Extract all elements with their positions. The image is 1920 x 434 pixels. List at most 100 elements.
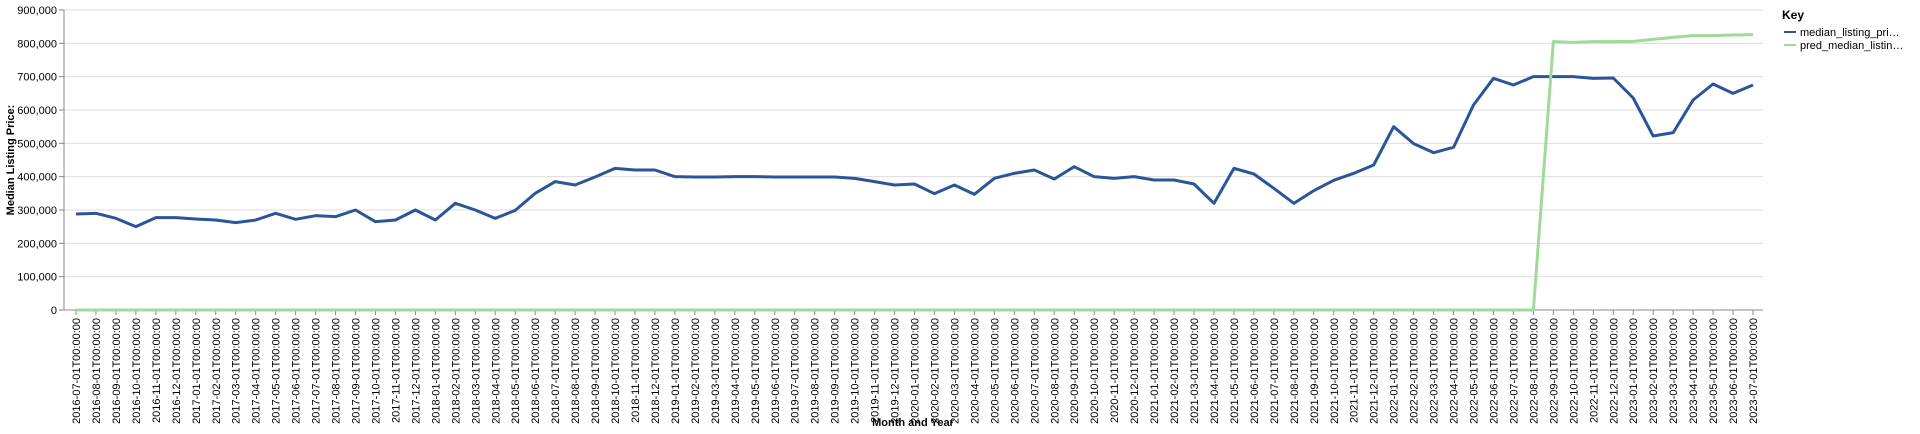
x-tick-label: 2020-05-01T00:00:00 [989, 318, 1001, 424]
y-tick-label: 200,000 [17, 238, 57, 250]
x-tick-label: 2020-01-01T00:00:00 [910, 318, 922, 424]
x-tick-label: 2018-05-01T00:00:00 [510, 318, 522, 424]
x-tick-label: 2019-12-01T00:00:00 [890, 318, 902, 424]
legend-label: pred_median_listin… [1800, 40, 1903, 52]
x-tick-label: 2019-11-01T00:00:00 [870, 318, 882, 423]
x-tick-label: 2019-08-01T00:00:00 [810, 318, 822, 424]
x-tick-label: 2020-12-01T00:00:00 [1129, 318, 1141, 424]
x-tick-label: 2023-03-01T00:00:00 [1668, 318, 1680, 424]
x-tick-label: 2020-02-01T00:00:00 [929, 318, 941, 424]
x-tick-label: 2017-05-01T00:00:00 [271, 318, 283, 424]
x-tick-label: 2021-06-01T00:00:00 [1249, 318, 1261, 424]
x-tick-label: 2021-09-01T00:00:00 [1309, 318, 1321, 424]
x-tick-label: 2017-02-01T00:00:00 [211, 318, 223, 424]
x-tick-label: 2021-03-01T00:00:00 [1189, 318, 1201, 424]
x-tick-label: 2017-12-01T00:00:00 [410, 318, 422, 424]
x-tick-label: 2022-12-01T00:00:00 [1608, 318, 1620, 424]
x-tick-label: 2020-07-01T00:00:00 [1029, 318, 1041, 424]
x-tick-label: 2021-11-01T00:00:00 [1349, 318, 1361, 423]
x-tick-label: 2017-06-01T00:00:00 [291, 318, 303, 424]
y-tick-label: 900,000 [17, 5, 57, 17]
x-tick-label: 2023-04-01T00:00:00 [1688, 318, 1700, 424]
x-tick-label: 2021-12-01T00:00:00 [1369, 318, 1381, 424]
x-tick-label: 2016-09-01T00:00:00 [111, 318, 123, 424]
x-tick-label: 2019-06-01T00:00:00 [770, 318, 782, 424]
x-tick-label: 2021-08-01T00:00:00 [1289, 318, 1301, 424]
x-tick-label: 2023-01-01T00:00:00 [1628, 318, 1640, 424]
x-tick-label: 2018-08-01T00:00:00 [570, 318, 582, 424]
legend-title: Key [1782, 8, 1804, 22]
y-tick-label: 500,000 [17, 138, 57, 150]
x-tick-label: 2016-07-01T00:00:00 [71, 318, 83, 424]
x-tick-label: 2021-02-01T00:00:00 [1169, 318, 1181, 424]
x-tick-label: 2018-06-01T00:00:00 [530, 318, 542, 424]
y-tick-label: 800,000 [17, 38, 57, 50]
x-tick-label: 2019-07-01T00:00:00 [790, 318, 802, 424]
x-tick-label: 2020-03-01T00:00:00 [949, 318, 961, 424]
x-tick-label: 2020-09-01T00:00:00 [1069, 318, 1081, 424]
x-tick-label: 2020-06-01T00:00:00 [1009, 318, 1021, 424]
legend-label: median_listing_pri… [1800, 27, 1900, 39]
x-tick-label: 2018-07-01T00:00:00 [550, 318, 562, 424]
x-tick-label: 2022-09-01T00:00:00 [1548, 318, 1560, 424]
x-tick-label: 2017-09-01T00:00:00 [351, 318, 363, 424]
x-tick-label: 2017-01-01T00:00:00 [191, 318, 203, 424]
x-tick-label: 2023-05-01T00:00:00 [1708, 318, 1720, 424]
x-tick-label: 2018-09-01T00:00:00 [590, 318, 602, 424]
x-tick-label: 2017-04-01T00:00:00 [251, 318, 263, 424]
y-tick-label: 700,000 [17, 72, 57, 84]
x-tick-label: 2018-10-01T00:00:00 [610, 318, 622, 424]
x-tick-label: 2016-08-01T00:00:00 [91, 318, 103, 424]
x-tick-label: 2022-05-01T00:00:00 [1469, 318, 1481, 424]
x-tick-label: 2018-01-01T00:00:00 [430, 318, 442, 424]
x-tick-label: 2020-10-01T00:00:00 [1089, 318, 1101, 424]
x-tick-label: 2022-10-01T00:00:00 [1568, 318, 1580, 424]
x-tick-label: 2017-10-01T00:00:00 [370, 318, 382, 424]
x-tick-label: 2018-12-01T00:00:00 [650, 318, 662, 424]
x-tick-label: 2022-04-01T00:00:00 [1449, 318, 1461, 424]
x-tick-label: 2022-11-01T00:00:00 [1588, 318, 1600, 423]
x-tick-label: 2019-09-01T00:00:00 [830, 318, 842, 424]
y-tick-label: 400,000 [17, 172, 57, 184]
x-tick-label: 2018-03-01T00:00:00 [470, 318, 482, 424]
x-tick-label: 2020-04-01T00:00:00 [969, 318, 981, 424]
x-tick-label: 2017-11-01T00:00:00 [390, 318, 402, 423]
x-tick-label: 2023-06-01T00:00:00 [1728, 318, 1740, 424]
x-tick-label: 2017-07-01T00:00:00 [311, 318, 323, 424]
x-tick-label: 2021-01-01T00:00:00 [1149, 318, 1161, 424]
x-tick-label: 2019-04-01T00:00:00 [730, 318, 742, 424]
x-tick-label: 2022-06-01T00:00:00 [1488, 318, 1500, 424]
y-tick-label: 300,000 [17, 205, 57, 217]
x-tick-label: 2020-11-01T00:00:00 [1109, 318, 1121, 423]
x-tick-label: 2021-07-01T00:00:00 [1269, 318, 1281, 424]
x-tick-label: 2019-10-01T00:00:00 [850, 318, 862, 424]
y-tick-label: 0 [51, 305, 57, 317]
x-tick-label: 2021-04-01T00:00:00 [1209, 318, 1221, 424]
x-tick-label: 2021-05-01T00:00:00 [1229, 318, 1241, 424]
x-tick-label: 2022-02-01T00:00:00 [1409, 318, 1421, 424]
x-tick-label: 2016-11-01T00:00:00 [151, 318, 163, 423]
x-tick-label: 2018-04-01T00:00:00 [490, 318, 502, 424]
x-tick-label: 2023-07-01T00:00:00 [1748, 318, 1760, 424]
x-tick-label: 2017-03-01T00:00:00 [231, 318, 243, 424]
x-tick-label: 2019-03-01T00:00:00 [710, 318, 722, 424]
x-tick-label: 2021-10-01T00:00:00 [1329, 318, 1341, 424]
x-tick-label: 2019-05-01T00:00:00 [750, 318, 762, 424]
x-tick-label: 2017-08-01T00:00:00 [331, 318, 343, 424]
x-tick-label: 2016-10-01T00:00:00 [131, 318, 143, 424]
y-axis-title: Median Listing Price: [5, 105, 17, 216]
x-tick-label: 2019-02-01T00:00:00 [690, 318, 702, 424]
x-tick-label: 2022-01-01T00:00:00 [1389, 318, 1401, 424]
x-tick-label: 2019-01-01T00:00:00 [670, 318, 682, 424]
y-tick-label: 600,000 [17, 105, 57, 117]
x-tick-label: 2022-07-01T00:00:00 [1508, 318, 1520, 424]
x-tick-label: 2022-03-01T00:00:00 [1429, 318, 1441, 424]
x-axis-title: Month and Year [872, 417, 954, 429]
x-tick-label: 2018-11-01T00:00:00 [630, 318, 642, 423]
x-tick-label: 2023-02-01T00:00:00 [1648, 318, 1660, 424]
x-tick-label: 2022-08-01T00:00:00 [1528, 318, 1540, 424]
x-tick-label: 2018-02-01T00:00:00 [450, 318, 462, 424]
x-tick-label: 2016-12-01T00:00:00 [171, 318, 183, 424]
series-line [75, 75, 1754, 229]
